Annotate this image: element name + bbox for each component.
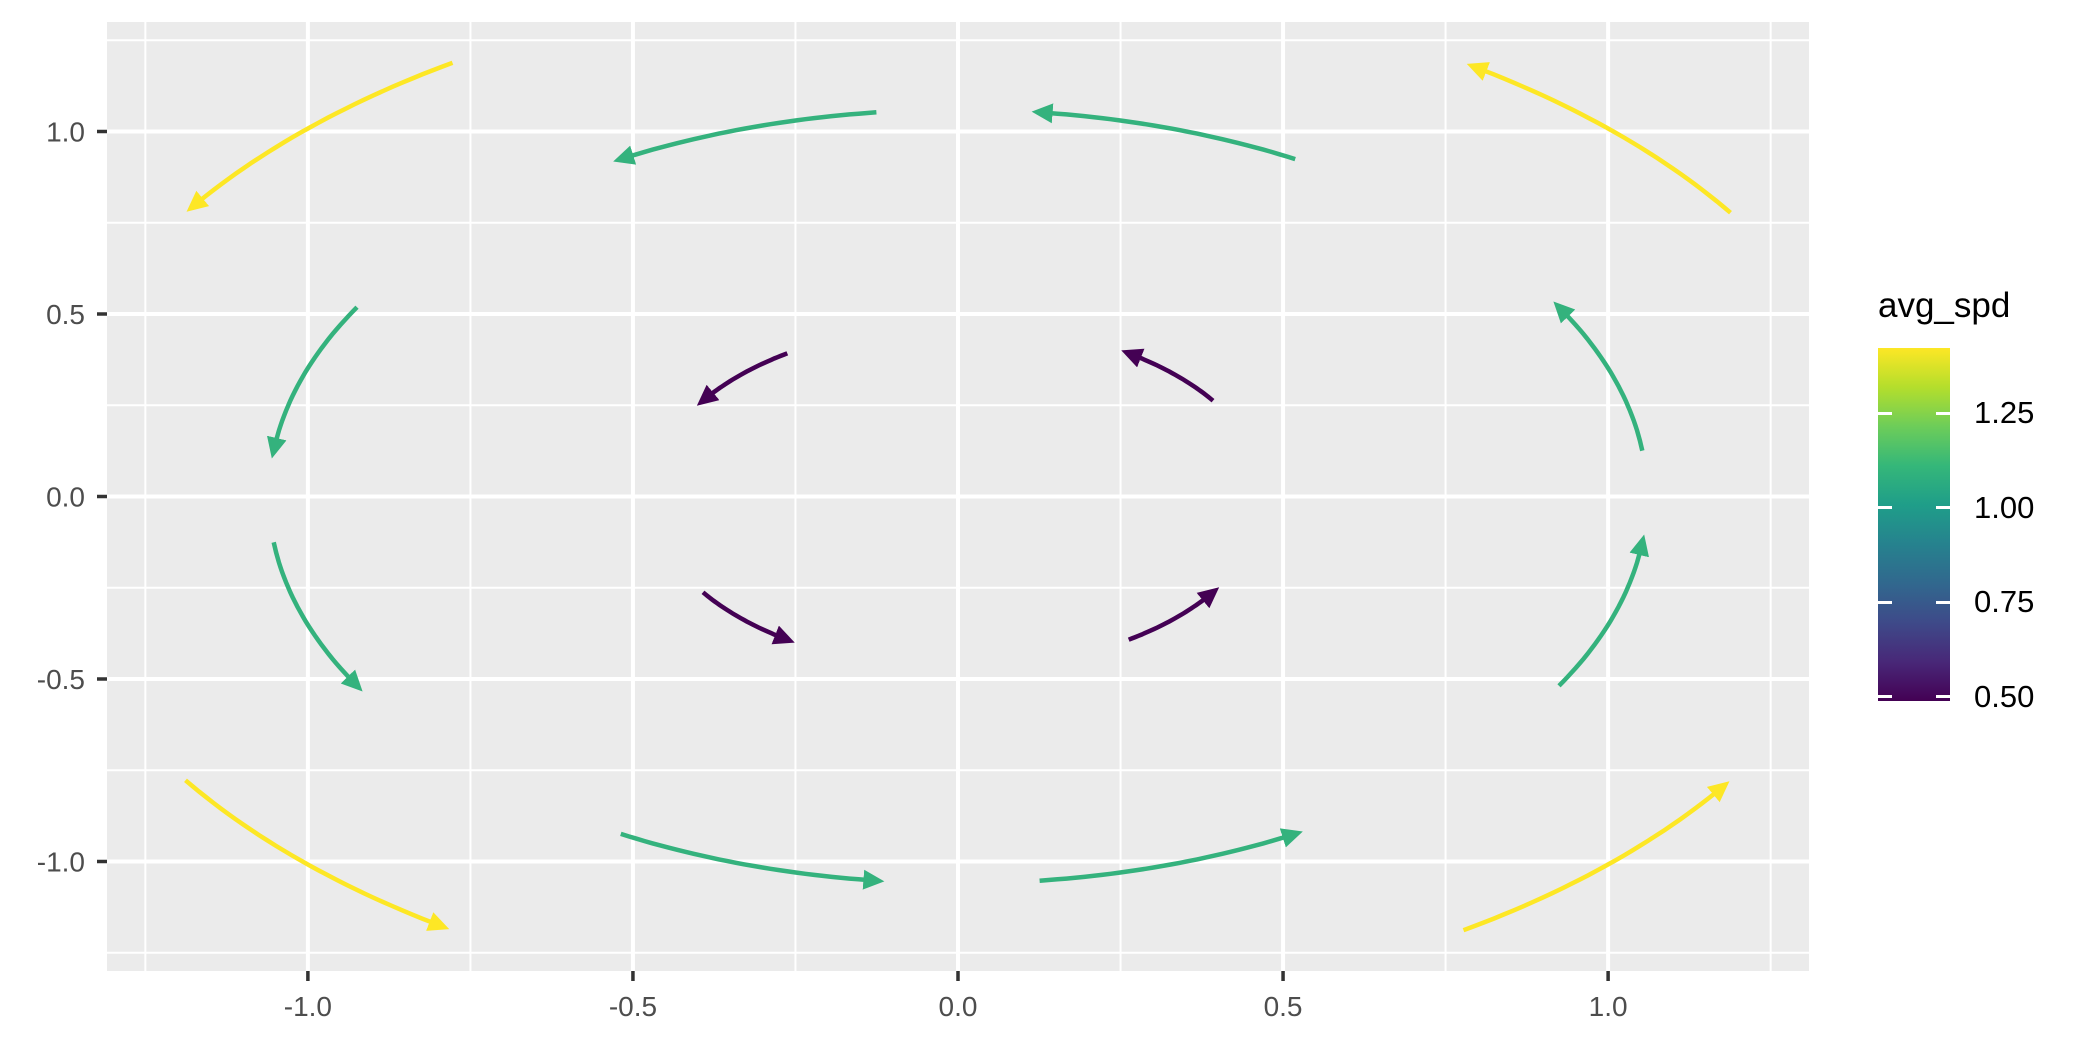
colorbar-tick-mark xyxy=(1878,506,1892,510)
colorbar-tick-mark xyxy=(1878,600,1892,604)
legend-tick-label: 0.50 xyxy=(1974,678,2035,714)
y-tick-label: 0.0 xyxy=(46,482,85,513)
flow-arrow-outer xyxy=(1466,62,1732,215)
colorbar-tick-mark xyxy=(1936,506,1950,510)
colorbar-tick-mark xyxy=(1936,600,1950,604)
flow-arrow-middle xyxy=(620,831,885,890)
x-tick-label: -1.0 xyxy=(284,991,332,1022)
legend-tick-label: 1.00 xyxy=(1974,489,2035,525)
x-tick-label: -0.5 xyxy=(609,991,657,1022)
flow-arrow-middle xyxy=(1553,301,1645,452)
flow-arrow-outer xyxy=(186,60,454,212)
y-tick-label: 0.5 xyxy=(46,299,85,330)
flow-arrow-middle xyxy=(1031,103,1296,162)
flow-arrow-inner xyxy=(1127,587,1220,642)
flow-arrow-middle xyxy=(1039,828,1303,883)
colorbar-tick-mark xyxy=(1878,411,1892,415)
flow-arrow-middle xyxy=(1557,534,1649,688)
x-tick-label: 1.0 xyxy=(1589,991,1628,1022)
colorbar-tick-mark xyxy=(1936,411,1950,415)
y-tick-label: -1.0 xyxy=(37,847,85,878)
flow-arrow-inner xyxy=(1121,348,1215,403)
flow-arrow-outer xyxy=(1462,781,1730,933)
flow-arrow-middle xyxy=(267,305,359,459)
colorbar-tick-mark xyxy=(1878,695,1892,699)
legend-tick-label: 0.75 xyxy=(1974,584,2035,620)
y-tick-label: -0.5 xyxy=(37,664,85,695)
legend-tick-label: 1.25 xyxy=(1974,395,2035,431)
flow-arrow-middle xyxy=(613,110,877,165)
colorbar-tick-mark xyxy=(1936,695,1950,699)
flow-arrow-inner xyxy=(701,590,795,645)
y-tick-label: 1.0 xyxy=(46,117,85,148)
legend-title: avg_spd xyxy=(1878,286,2011,325)
x-tick-label: 0.0 xyxy=(939,991,978,1022)
x-tick-label: 0.5 xyxy=(1264,991,1303,1022)
flow-arrow-outer xyxy=(184,778,450,931)
legend-colorbar xyxy=(1878,348,1950,701)
flow-arrow-middle xyxy=(271,541,363,692)
flow-arrow-inner xyxy=(696,351,789,406)
